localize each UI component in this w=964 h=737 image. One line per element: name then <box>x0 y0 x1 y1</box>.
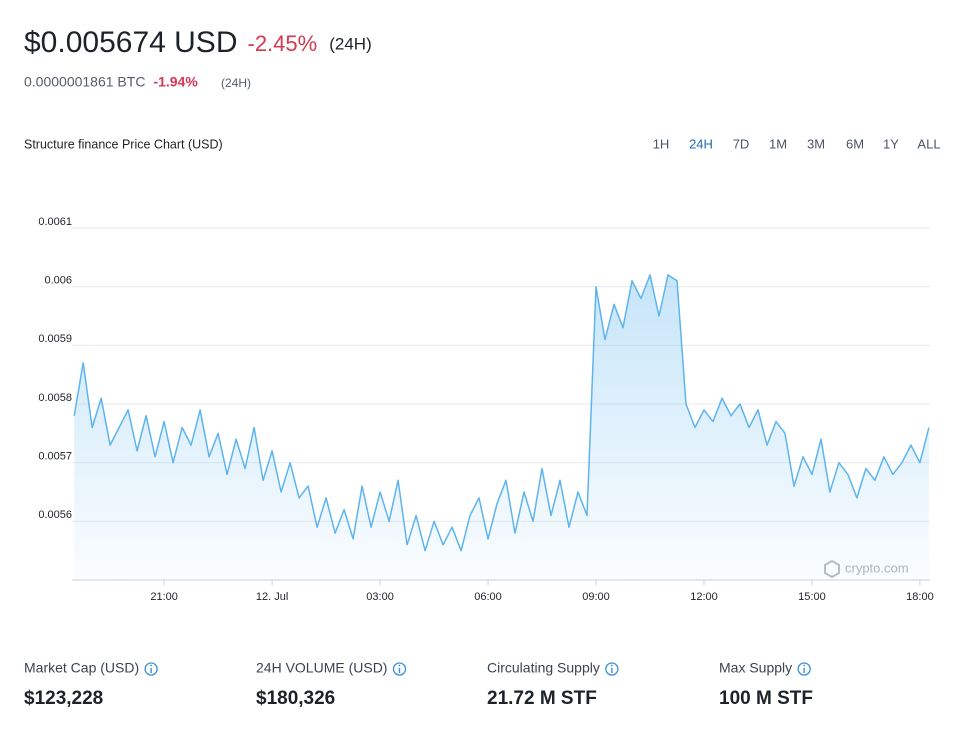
price-line <box>73 274 930 552</box>
btc-period: (24H) <box>221 76 251 90</box>
price: $0.005674 USD <box>24 26 238 59</box>
period: (24H) <box>329 34 372 53</box>
stat-value: 100 M STF <box>719 688 813 709</box>
x-tick-label: 21:00 <box>150 591 178 603</box>
y-tick-label: 0.006 <box>44 275 72 287</box>
stat-value: 21.72 M STF <box>487 688 597 709</box>
stat-label: Max Supply <box>719 660 792 676</box>
info-icon[interactable] <box>392 662 407 676</box>
price-change: -2.45% <box>248 31 318 56</box>
x-tick-label: 09:00 <box>582 591 610 603</box>
y-tick-label: 0.0059 <box>38 333 72 345</box>
range-button[interactable]: 24H <box>689 136 713 151</box>
x-tick-label: 12:00 <box>690 591 718 603</box>
y-tick-label: 0.0056 <box>38 509 72 521</box>
x-tick-label: 06:00 <box>474 591 502 603</box>
info-icon-dot <box>398 664 401 667</box>
chart-title: Structure finance Price Chart (USD) <box>24 137 223 151</box>
stat-label: Market Cap (USD) <box>24 660 139 676</box>
x-tick-label: 03:00 <box>366 591 394 603</box>
x-tick-label: 15:00 <box>798 591 826 603</box>
x-tick-label: 12. Jul <box>256 591 288 603</box>
range-button[interactable]: 1Y <box>883 136 899 151</box>
btc-change: -1.94% <box>153 74 198 90</box>
y-tick-label: 0.0058 <box>38 392 72 404</box>
info-icon-dot <box>150 664 153 667</box>
range-button[interactable]: 1H <box>653 136 670 151</box>
btc-price: 0.0000001861 BTC <box>24 74 145 90</box>
range-button[interactable]: 6M <box>846 136 864 151</box>
y-tick-label: 0.0061 <box>38 216 72 228</box>
range-button[interactable]: 7D <box>733 136 750 151</box>
info-icon-dot <box>803 664 806 667</box>
info-icon[interactable] <box>797 662 811 676</box>
x-tick-label: 18:00 <box>906 591 934 603</box>
stat-label: 24H VOLUME (USD) <box>256 660 387 676</box>
info-icon[interactable] <box>605 662 619 676</box>
range-button[interactable]: 3M <box>807 136 825 151</box>
info-icon[interactable] <box>144 662 158 676</box>
area-fill <box>74 274 929 580</box>
info-icon-dot <box>610 664 613 667</box>
stat-value: $180,326 <box>256 688 335 709</box>
stat-value: $123,228 <box>24 688 103 709</box>
range-button[interactable]: ALL <box>917 136 940 151</box>
y-tick-label: 0.0057 <box>38 451 72 463</box>
stat-label: Circulating Supply <box>487 660 600 676</box>
range-button[interactable]: 1M <box>769 136 787 151</box>
